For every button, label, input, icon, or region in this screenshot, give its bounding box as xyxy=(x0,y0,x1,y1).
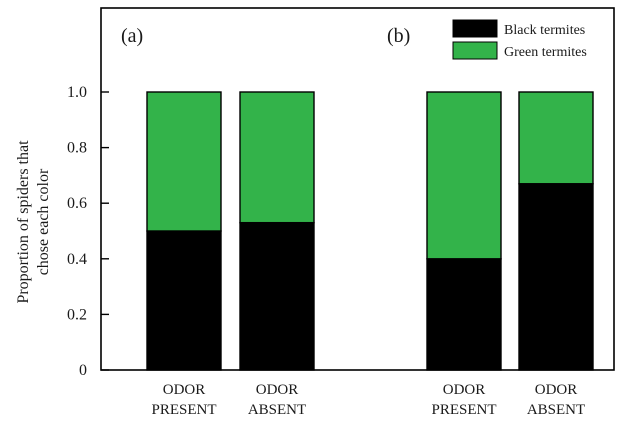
panel-label: (b) xyxy=(387,25,410,47)
panel-label: (a) xyxy=(121,25,143,47)
y-tick-label: 0.8 xyxy=(67,140,87,157)
y-axis-title-line: Proportion of spiders that xyxy=(15,140,32,304)
bar-segment-black xyxy=(518,183,594,371)
category-label-line2: PRESENT xyxy=(151,402,216,418)
y-tick-label: 0.6 xyxy=(67,195,87,212)
y-tick-label: 0.4 xyxy=(67,251,87,268)
category-label-line2: PRESENT xyxy=(431,402,496,418)
bar-segment-green xyxy=(518,91,594,185)
category-label-line1: ODOR xyxy=(535,382,578,398)
legend: Black termites Green termites xyxy=(452,19,587,60)
y-tick-label: 0.2 xyxy=(67,306,87,323)
plot-frame xyxy=(100,7,615,371)
legend-swatch xyxy=(452,41,498,60)
category-label-line2: ABSENT xyxy=(248,402,306,418)
y-axis-title: Proportion of spiders that chose each col… xyxy=(15,140,52,304)
category-label-line1: ODOR xyxy=(256,382,299,398)
legend-label: Black termites xyxy=(504,23,585,38)
y-tick-label: 1.0 xyxy=(67,84,87,101)
bar-segment-green xyxy=(239,91,315,224)
labels: 0 0.2 0.4 0.6 0.8 1.0 Proportion of spiders th… xyxy=(15,25,585,418)
legend-label: Green termites xyxy=(504,45,587,60)
category-label-line1: ODOR xyxy=(443,382,486,398)
bar-segment-black xyxy=(239,221,315,371)
category-label-line2: ABSENT xyxy=(527,402,585,418)
bar-segment-green xyxy=(146,91,222,232)
bar-segment-black xyxy=(426,258,502,371)
bar-segment-green xyxy=(426,91,502,260)
y-tick-label: 0 xyxy=(79,362,87,379)
bars xyxy=(146,91,594,371)
bar-segment-black xyxy=(146,230,222,371)
category-label-line1: ODOR xyxy=(163,382,206,398)
legend-swatch xyxy=(452,19,498,38)
y-axis-title-line: chose each color xyxy=(35,168,52,275)
